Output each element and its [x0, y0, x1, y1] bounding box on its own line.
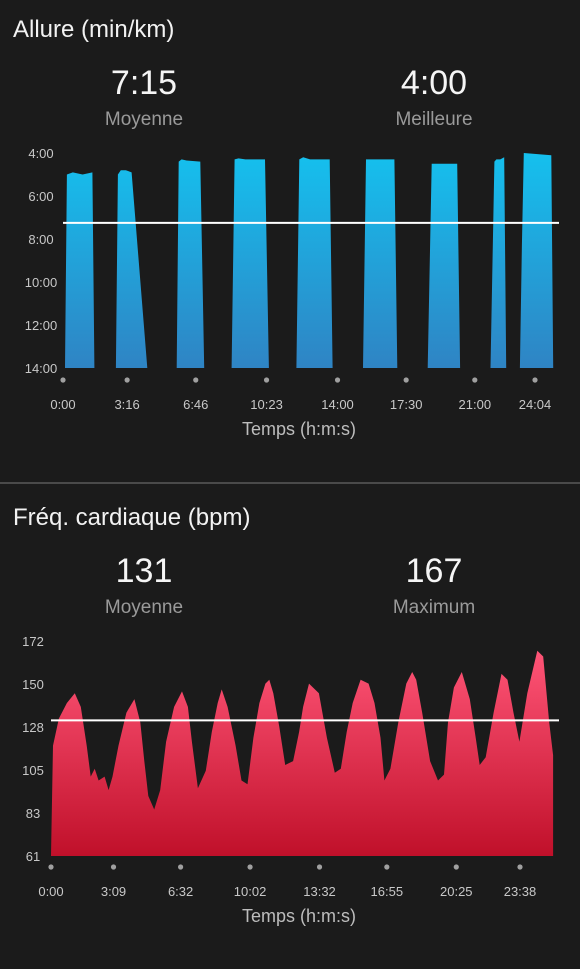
x-tick-label: 10:02	[234, 884, 267, 899]
y-tick-label: 12:00	[25, 318, 58, 333]
x-tick-dot	[110, 864, 117, 870]
x-tick-label: 17:30	[390, 397, 423, 412]
x-tick-dot	[247, 864, 253, 870]
x-tick-label: 6:32	[168, 884, 193, 899]
x-tick-label: 16:55	[371, 884, 404, 899]
y-tick-label: 128	[22, 720, 44, 735]
pace-x-axis-title: Temps (h:m:s)	[242, 419, 356, 439]
x-tick-dot	[532, 377, 538, 383]
x-tick-dot	[453, 864, 459, 870]
x-tick-label: 10:23	[250, 397, 283, 412]
heart-rate-title: Fréq. cardiaque (bpm)	[13, 504, 251, 531]
x-tick-label: 13:32	[303, 884, 336, 899]
heart-rate-max-label: Maximum	[392, 597, 476, 618]
y-tick-label: 105	[22, 763, 44, 778]
x-tick-dot	[403, 377, 409, 383]
heart-rate-chart: 172 150 128 105 83 61 0:00 3:09 6:32 10:02 13:32 1…	[22, 634, 559, 926]
x-tick-dot	[334, 377, 341, 383]
heart-rate-x-axis-title: Temps (h:m:s)	[242, 906, 356, 926]
x-tick-dot	[178, 864, 184, 870]
y-tick-label: 61	[26, 849, 40, 864]
x-tick-label: 6:46	[183, 397, 208, 412]
y-tick-label: 8:00	[28, 232, 53, 247]
pace-section: Allure (min/km) 7:15 Moyenne 4:00 Meille…	[0, 0, 580, 482]
pace-x-axis: 0:00 3:16 6:46 10:23 14:00 17:30 21:00 24:04	[50, 377, 551, 412]
pace-average-label: Moyenne	[104, 109, 184, 130]
y-tick-label: 172	[22, 634, 44, 649]
x-tick-dot	[124, 377, 130, 383]
x-tick-label: 3:09	[101, 884, 126, 899]
heart-rate-area-series	[51, 650, 554, 856]
x-tick-label: 0:00	[38, 884, 63, 899]
x-tick-label: 24:04	[519, 397, 552, 412]
y-tick-label: 10:00	[25, 275, 58, 290]
pace-area-series	[63, 153, 559, 368]
x-tick-dot	[472, 377, 478, 383]
x-tick-dot	[193, 377, 199, 383]
pace-title: Allure (min/km)	[13, 16, 175, 43]
y-tick-label: 14:00	[25, 361, 58, 376]
x-tick-dot	[263, 377, 270, 383]
x-tick-dot	[60, 377, 66, 383]
heart-rate-max-value: 167	[405, 552, 463, 590]
x-tick-label: 23:38	[504, 884, 537, 899]
x-tick-dot	[384, 864, 390, 870]
heart-rate-average-value: 131	[115, 552, 173, 590]
x-tick-label: 0:00	[50, 397, 75, 412]
x-tick-label: 14:00	[321, 397, 354, 412]
y-tick-label: 83	[26, 806, 40, 821]
x-tick-label: 21:00	[459, 397, 492, 412]
pace-average-value: 7:15	[110, 64, 178, 102]
heart-rate-average-label: Moyenne	[104, 597, 184, 618]
heart-rate-y-axis: 172 150 128 105 83 61	[22, 634, 44, 864]
y-tick-label: 150	[22, 677, 44, 692]
section-divider	[0, 482, 580, 484]
heart-rate-x-axis: 0:00 3:09 6:32 10:02 13:32 16:55 20:25 23:38	[38, 864, 536, 899]
pace-chart: 4:00 6:00 8:00 10:00 12:00 14:00 0:00 3:16 6:46…	[25, 146, 559, 439]
x-tick-label: 3:16	[114, 397, 139, 412]
pace-y-axis: 4:00 6:00 8:00 10:00 12:00 14:00	[25, 146, 58, 376]
heart-rate-section: Fréq. cardiaque (bpm) 131 Moyenne 167 Ma…	[0, 484, 580, 969]
pace-best-value: 4:00	[400, 64, 468, 102]
y-tick-label: 6:00	[28, 189, 53, 204]
x-tick-dot	[316, 864, 323, 870]
pace-best-label: Meilleure	[395, 109, 473, 130]
x-tick-dot	[517, 864, 523, 870]
x-tick-dot	[48, 864, 54, 870]
y-tick-label: 4:00	[28, 146, 53, 161]
x-tick-label: 20:25	[440, 884, 473, 899]
